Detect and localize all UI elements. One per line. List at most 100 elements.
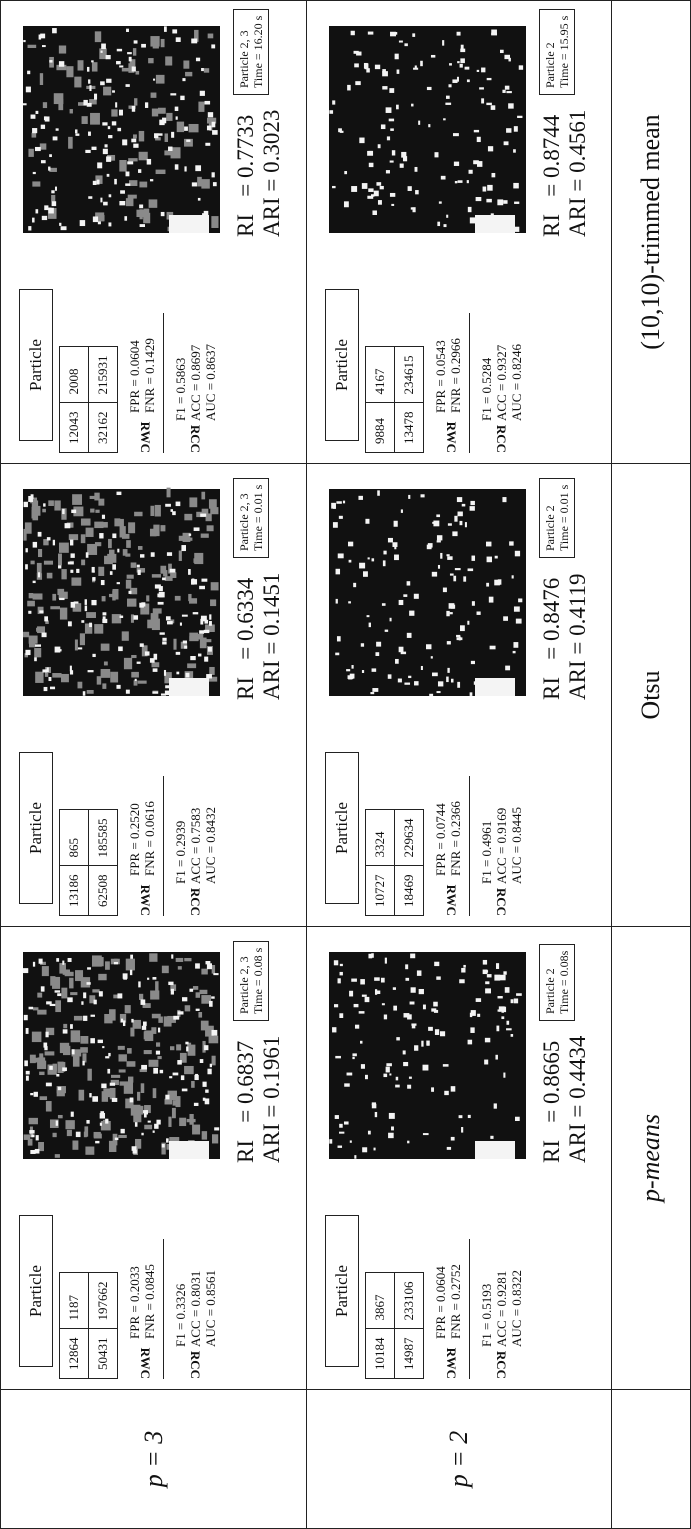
gray-region (31, 561, 35, 565)
gray-region (188, 1045, 196, 1056)
particle-spot (91, 60, 94, 62)
particle-spot (129, 591, 132, 594)
particle-spot (137, 565, 140, 568)
particle-spot (108, 126, 110, 129)
gray-region (87, 1069, 91, 1081)
segmentation-image (325, 22, 530, 237)
gray-region (134, 512, 142, 516)
particle-spot (458, 180, 463, 183)
particle-spot (35, 1149, 40, 1154)
particle-spot (103, 616, 106, 621)
gray-region (58, 1115, 63, 1118)
particle-spot (360, 979, 365, 984)
particle-spot (433, 1002, 438, 1007)
particle-spot (375, 989, 377, 995)
gray-region (45, 1051, 55, 1055)
particle-spot (70, 1024, 73, 1029)
particle-spot (206, 674, 212, 678)
particle-spot (200, 514, 206, 517)
fnr: FNR = 0.1429 (142, 338, 157, 413)
gray-region (52, 594, 56, 601)
particle-spot (200, 91, 205, 96)
particle-spot (333, 503, 336, 509)
particle-spot (178, 1011, 184, 1014)
particle-spot (193, 612, 199, 614)
particle-spot (71, 510, 76, 513)
gray-region (150, 990, 159, 999)
particle-spot (409, 1077, 412, 1079)
particle-spot (340, 131, 344, 133)
particle-spot (476, 998, 481, 1002)
particle-spot (443, 224, 446, 227)
particle-spot (204, 1045, 208, 1050)
particle-spot (447, 641, 451, 644)
particle-spot (126, 29, 129, 32)
column-header: p-means (612, 926, 691, 1389)
particle-spot (505, 666, 510, 671)
particle-spot (138, 169, 141, 173)
particle-spot (188, 569, 191, 575)
gray-region (80, 633, 85, 645)
particle-spot (208, 112, 213, 117)
particle-spot (483, 960, 487, 965)
particle-spot (119, 65, 123, 67)
particle-spot (426, 644, 431, 649)
particle-spot (457, 61, 460, 63)
particle-spot (403, 594, 407, 597)
particle-spot (385, 630, 388, 632)
particle-spot (450, 573, 454, 575)
page: p-meansOtsu(10,10)-trimmed meanp = 2Part… (0, 0, 691, 1529)
particle-spot (463, 965, 465, 968)
gray-region (98, 974, 106, 980)
particle-spot (205, 1098, 210, 1104)
particle-spot (428, 1027, 433, 1031)
particle-spot (159, 120, 164, 125)
particle-header: Particle (19, 1215, 53, 1367)
particle-spot (472, 601, 475, 606)
rcc-label: RCC (493, 425, 509, 453)
gray-region (152, 1014, 161, 1019)
ri: RI = 0.6334 (233, 573, 259, 700)
particle-spot (389, 1113, 395, 1119)
particle-spot (173, 1073, 179, 1076)
particle-spot (71, 553, 75, 557)
particle-spot (98, 1040, 103, 1043)
particle-spot (470, 501, 474, 505)
gray-region (92, 62, 98, 71)
particle-spot (133, 615, 138, 619)
particle-spot (56, 1074, 59, 1077)
gray-region (28, 45, 37, 48)
particle-spot (85, 606, 87, 612)
particle-spot (390, 618, 392, 622)
particle-spot (431, 55, 435, 58)
particle-spot (48, 167, 50, 171)
particle-spot (477, 70, 479, 72)
gray-region (153, 1088, 157, 1098)
particle-spot (185, 673, 189, 678)
particle-spot (108, 222, 111, 226)
fnr: FNR = 0.0616 (142, 801, 157, 876)
particle-spot (386, 1067, 390, 1073)
particle-spot (503, 1007, 506, 1012)
particle-spot (368, 1131, 371, 1135)
f1: F1 = 0.2939 (173, 807, 188, 884)
acc: ACC = 0.8697 (188, 344, 203, 421)
particle-spot (42, 633, 47, 638)
particle-spot (168, 982, 173, 985)
particle-spot (471, 556, 475, 561)
rcc-metrics: F1 = 0.5863ACC = 0.8697AUC = 0.8637 (173, 344, 218, 421)
gray-region (63, 969, 70, 974)
particle-spot (167, 552, 172, 556)
matrix-value: 234615 (395, 347, 424, 403)
gray-region (149, 953, 157, 961)
matrix-value: 215931 (89, 347, 118, 403)
particle-spot (363, 571, 368, 577)
particle-spot (91, 600, 96, 605)
particle-spot (394, 555, 399, 561)
gray-region (155, 505, 161, 517)
particle-spot (87, 103, 92, 107)
particle-spot (483, 970, 488, 975)
gray-region (184, 514, 192, 520)
